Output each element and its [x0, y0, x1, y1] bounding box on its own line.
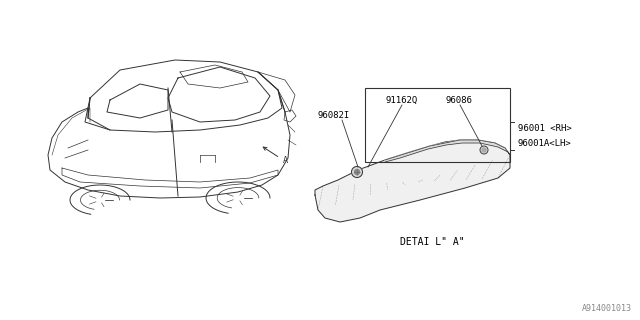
Circle shape — [355, 170, 360, 174]
Polygon shape — [315, 140, 510, 222]
Text: A914001013: A914001013 — [582, 304, 632, 313]
Text: 96001 <RH>: 96001 <RH> — [518, 124, 572, 132]
Text: 91162Q: 91162Q — [385, 95, 417, 105]
Circle shape — [482, 148, 486, 152]
Text: A: A — [283, 156, 288, 164]
Circle shape — [351, 166, 362, 178]
Text: 96001A<LH>: 96001A<LH> — [518, 139, 572, 148]
Polygon shape — [385, 140, 510, 162]
Text: 96086: 96086 — [445, 95, 472, 105]
Bar — [365, 88, 510, 162]
Text: DETAI L" A": DETAI L" A" — [400, 237, 465, 247]
Text: 96082I: 96082I — [318, 110, 350, 119]
Circle shape — [480, 146, 488, 154]
